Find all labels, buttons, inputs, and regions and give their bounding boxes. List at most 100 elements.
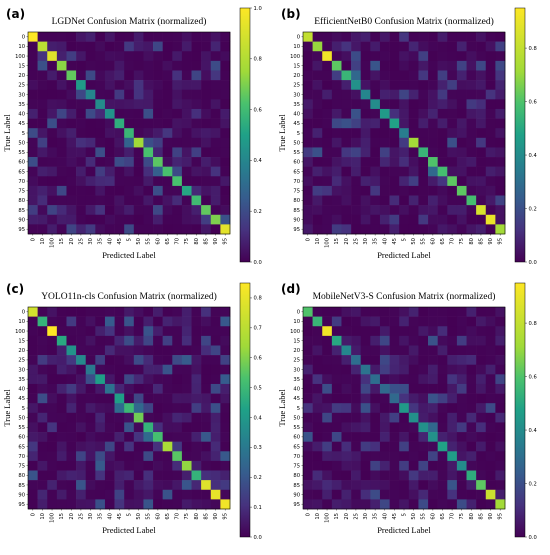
x-tick-label: 45 (392, 238, 398, 245)
heatmap-cell (495, 383, 506, 394)
heatmap-cell (124, 51, 135, 62)
heatmap-cell (201, 364, 212, 375)
heatmap-cell (476, 118, 487, 129)
y-tick-label: 65 (293, 169, 300, 175)
heatmap-cell (201, 470, 212, 481)
heatmap-cell (379, 185, 390, 196)
heatmap-cell (104, 489, 115, 500)
heatmap-cell (172, 460, 183, 471)
heatmap-cell (312, 460, 323, 471)
heatmap-cell (37, 32, 48, 42)
heatmap-cell (133, 147, 144, 158)
colorbar-tick-label: 0.7 (254, 326, 262, 332)
heatmap-cell (408, 99, 419, 110)
heatmap-cell (47, 335, 58, 346)
heatmap-cell (322, 214, 333, 225)
heatmap-cell (389, 480, 400, 491)
heatmap-cell (133, 393, 144, 404)
colorbar-tick-label: 0.6 (529, 374, 537, 380)
y-tick-label: 45 (293, 121, 300, 127)
y-tick-label: 55 (18, 425, 25, 431)
heatmap-cell (220, 224, 231, 235)
heatmap-cell (85, 157, 96, 167)
y-tick-label: 35 (293, 102, 300, 108)
heatmap-cell (389, 374, 400, 385)
heatmap-cell (114, 32, 125, 42)
y-tick-label: 50 (293, 415, 300, 421)
heatmap-cell (428, 460, 438, 471)
x-tick-label: 25 (78, 513, 84, 520)
heatmap-cell (399, 393, 410, 404)
heatmap-cell (370, 157, 381, 167)
heatmap-cell (485, 499, 496, 510)
heatmap-cell (210, 489, 221, 500)
heatmap-cell (456, 176, 467, 187)
heatmap-cell (56, 166, 67, 177)
heatmap-cell (114, 137, 125, 148)
heatmap-cells (303, 32, 506, 235)
heatmap-cell (47, 224, 58, 235)
heatmap-cell (220, 441, 231, 452)
x-tick-label: 0 (305, 238, 311, 241)
heatmap-cell (172, 422, 183, 433)
heatmap-cell (172, 374, 183, 385)
heatmap-cell (153, 89, 163, 100)
heatmap-cell (408, 195, 419, 206)
heatmap-cell (201, 41, 212, 52)
heatmap-cell (220, 460, 231, 471)
heatmap-cell (181, 470, 192, 481)
heatmap-cell (28, 316, 38, 327)
heatmap-cell (466, 176, 477, 187)
heatmap-cell (85, 432, 96, 442)
heatmap-cell (133, 441, 144, 452)
heatmap-cell (133, 326, 144, 337)
heatmap-cell (428, 205, 438, 216)
heatmap-cell (360, 460, 371, 471)
heatmap-cell (76, 80, 87, 91)
heatmap-cell (428, 41, 438, 52)
heatmap-cell (389, 166, 400, 177)
heatmap-cell (370, 335, 381, 346)
heatmap-cell (28, 41, 38, 52)
heatmap-cell (495, 422, 506, 433)
heatmap-cell (485, 157, 496, 167)
heatmap-cell (124, 499, 135, 510)
heatmap-cell (428, 118, 438, 129)
y-tick-label: 95 (18, 502, 25, 508)
heatmap-cell (172, 80, 183, 91)
x-tick-label: 75 (184, 513, 190, 520)
heatmap-cell (66, 441, 77, 452)
heatmap-cell (210, 157, 221, 167)
heatmap-cell (56, 489, 67, 500)
heatmap-cell (312, 108, 323, 119)
heatmap-cell (389, 441, 400, 452)
heatmap-cell (312, 128, 323, 139)
heatmap-cell (476, 166, 487, 177)
heatmap-cell (220, 412, 231, 423)
heatmap-cell (495, 480, 506, 491)
heatmap-cell (210, 60, 221, 71)
heatmap-cell (351, 432, 362, 442)
heatmap-cell (56, 451, 67, 462)
colorbar-tick-label: 0.2 (529, 206, 537, 212)
x-axis-label: Predicted Label (102, 250, 156, 260)
heatmap-cell (28, 137, 38, 148)
heatmap-cell (95, 214, 106, 225)
heatmap-cell (389, 364, 400, 375)
heatmap-cell (220, 41, 231, 52)
heatmap-cell (485, 224, 496, 235)
heatmap-cell (476, 480, 487, 491)
heatmap-cell (104, 89, 115, 100)
x-tick-label: 80 (194, 238, 200, 245)
heatmap-cell (172, 441, 183, 452)
heatmap-cell (133, 355, 144, 366)
heatmap-cell (133, 489, 144, 500)
heatmap-cell (399, 128, 410, 139)
heatmap-cell (172, 108, 183, 119)
heatmap-cell (341, 393, 352, 404)
heatmap-cell (66, 489, 77, 500)
heatmap-cell (485, 32, 496, 42)
heatmap-cell (389, 214, 400, 225)
heatmap-cell (341, 51, 352, 62)
heatmap-cell (331, 157, 342, 167)
